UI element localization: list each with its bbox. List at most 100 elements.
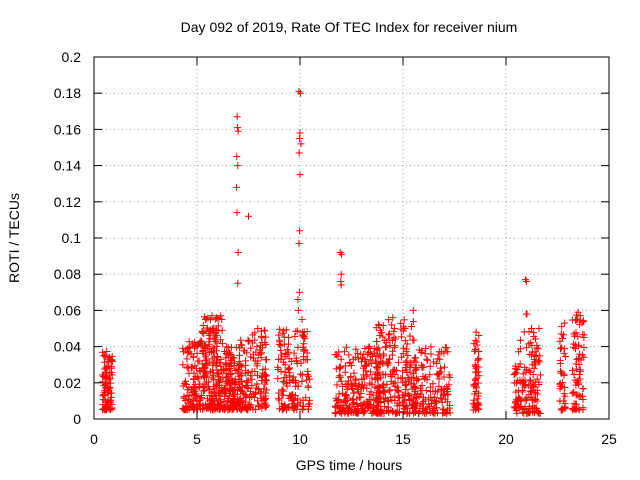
data-point — [203, 395, 211, 403]
data-point — [572, 381, 580, 389]
data-point — [528, 342, 536, 350]
data-point — [533, 344, 541, 352]
data-point — [210, 401, 218, 409]
data-point — [105, 362, 113, 370]
data-point — [377, 354, 385, 362]
data-point — [274, 363, 282, 371]
data-point — [206, 358, 214, 366]
data-point — [560, 331, 568, 339]
data-point — [523, 344, 531, 352]
data-point — [262, 402, 270, 410]
data-point — [475, 401, 483, 409]
data-point — [217, 366, 225, 374]
data-point — [472, 336, 480, 344]
data-point — [289, 396, 297, 404]
data-point — [359, 354, 367, 362]
data-point — [211, 388, 219, 396]
data-point — [405, 410, 413, 418]
data-point — [433, 370, 441, 378]
data-point — [410, 402, 418, 410]
data-point — [296, 171, 304, 179]
data-point — [227, 343, 235, 351]
data-point — [556, 360, 564, 368]
data-point — [198, 327, 206, 335]
data-point — [294, 306, 302, 314]
data-point — [210, 335, 218, 343]
data-point — [276, 325, 284, 333]
data-point — [410, 336, 418, 344]
data-point — [332, 365, 340, 373]
data-point — [299, 343, 307, 351]
data-point — [299, 332, 307, 340]
data-point — [418, 382, 426, 390]
data-point — [529, 384, 537, 392]
data-point — [212, 404, 220, 412]
data-point — [234, 279, 242, 287]
data-point — [384, 396, 392, 404]
data-point — [376, 389, 384, 397]
data-point — [101, 397, 109, 405]
data-point — [354, 349, 362, 357]
data-point — [298, 328, 306, 336]
data-point — [303, 328, 311, 336]
data-point — [289, 403, 297, 411]
data-point — [332, 351, 340, 359]
data-point — [403, 357, 411, 365]
data-point — [570, 343, 578, 351]
data-point — [183, 363, 191, 371]
data-point — [418, 363, 426, 371]
x-tick-label: 15 — [395, 431, 411, 447]
data-point — [360, 399, 368, 407]
data-point — [418, 347, 426, 355]
data-point — [388, 321, 396, 329]
data-point — [440, 363, 448, 371]
data-point — [200, 313, 208, 321]
data-point — [285, 369, 293, 377]
chart-title: Day 092 of 2019, Rate Of TEC Index for r… — [181, 19, 518, 35]
data-point — [334, 352, 342, 360]
data-point — [349, 355, 357, 363]
data-point — [394, 393, 402, 401]
data-point — [561, 319, 569, 327]
data-point — [278, 386, 286, 394]
data-point — [575, 392, 583, 400]
data-point — [99, 348, 107, 356]
data-point — [190, 375, 198, 383]
data-point — [359, 406, 367, 414]
data-point — [179, 382, 187, 390]
data-point — [346, 359, 354, 367]
data-point — [401, 337, 409, 345]
data-point — [386, 386, 394, 394]
data-point — [337, 281, 345, 289]
data-point — [233, 183, 241, 191]
data-point — [396, 401, 404, 409]
data-point — [579, 351, 587, 359]
data-point — [579, 406, 587, 414]
data-point — [412, 375, 420, 383]
data-point — [521, 395, 529, 403]
data-point — [296, 134, 304, 142]
data-point — [281, 353, 289, 361]
data-point — [397, 353, 405, 361]
data-point — [390, 327, 398, 335]
data-point — [101, 392, 109, 400]
x-tick-label: 20 — [498, 431, 514, 447]
data-point — [336, 372, 344, 380]
y-axis-label: ROTI / TECUs — [6, 193, 22, 283]
data-point — [198, 339, 206, 347]
data-point — [234, 127, 242, 135]
data-point — [189, 340, 197, 348]
data-point — [204, 345, 212, 353]
data-point — [258, 374, 266, 382]
data-point — [530, 329, 538, 337]
data-point — [343, 404, 351, 412]
data-point — [366, 379, 374, 387]
data-point — [426, 371, 434, 379]
data-point — [364, 399, 372, 407]
x-tick-labels: 0 5 10 15 20 25 — [90, 431, 617, 447]
data-point — [233, 113, 241, 121]
data-point — [344, 377, 352, 385]
data-point — [362, 367, 370, 375]
data-point — [475, 372, 483, 380]
data-point — [520, 409, 528, 417]
